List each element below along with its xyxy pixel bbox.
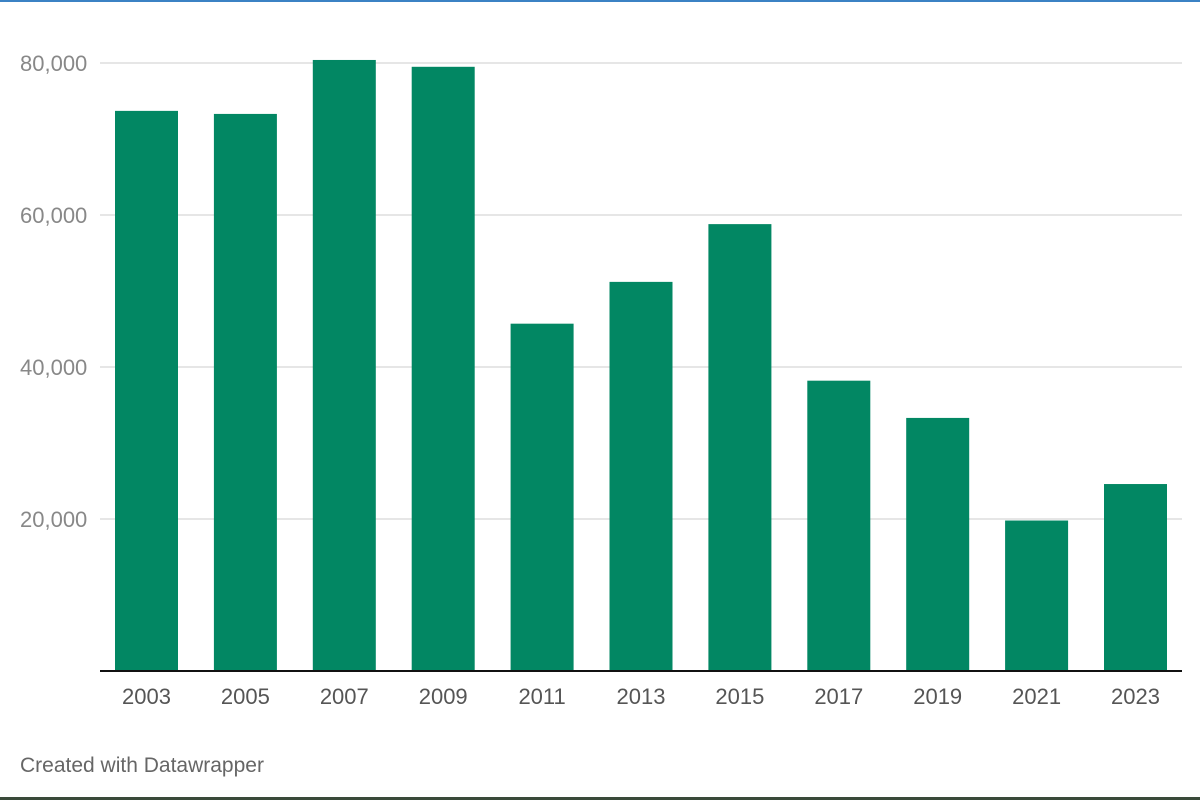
x-tick-label: 2015 (715, 684, 764, 709)
y-tick-label: 20,000 (20, 507, 87, 532)
bar (411, 66, 475, 672)
bar (115, 110, 178, 671)
x-tick-label: 2017 (814, 684, 863, 709)
x-tick-label: 2021 (1012, 684, 1061, 709)
bar (906, 417, 970, 671)
x-tick-label: 2019 (913, 684, 962, 709)
bar (510, 323, 574, 671)
bar-chart: 20,000 40,000 60,000 80,000 2003 2005 2007 2009… (20, 51, 1182, 709)
x-tick-label: 2009 (419, 684, 468, 709)
bar (1104, 484, 1167, 671)
x-tick-label: 2023 (1111, 684, 1160, 709)
bar (1005, 520, 1069, 671)
footer-credit: Created with Datawrapper (20, 754, 264, 777)
x-tick-label: 2003 (122, 684, 171, 709)
x-tick-label: 2013 (617, 684, 666, 709)
bar (609, 281, 673, 671)
bar (213, 113, 277, 672)
x-tick-label: 2011 (518, 684, 565, 709)
x-tick-label: 2007 (320, 684, 369, 709)
y-tick-label: 40,000 (20, 355, 87, 380)
y-tick-label: 60,000 (20, 203, 87, 228)
y-tick-label: 80,000 (20, 51, 87, 76)
bar (807, 380, 871, 671)
bar (312, 59, 376, 671)
bar (708, 224, 772, 671)
x-tick-label: 2005 (221, 684, 270, 709)
